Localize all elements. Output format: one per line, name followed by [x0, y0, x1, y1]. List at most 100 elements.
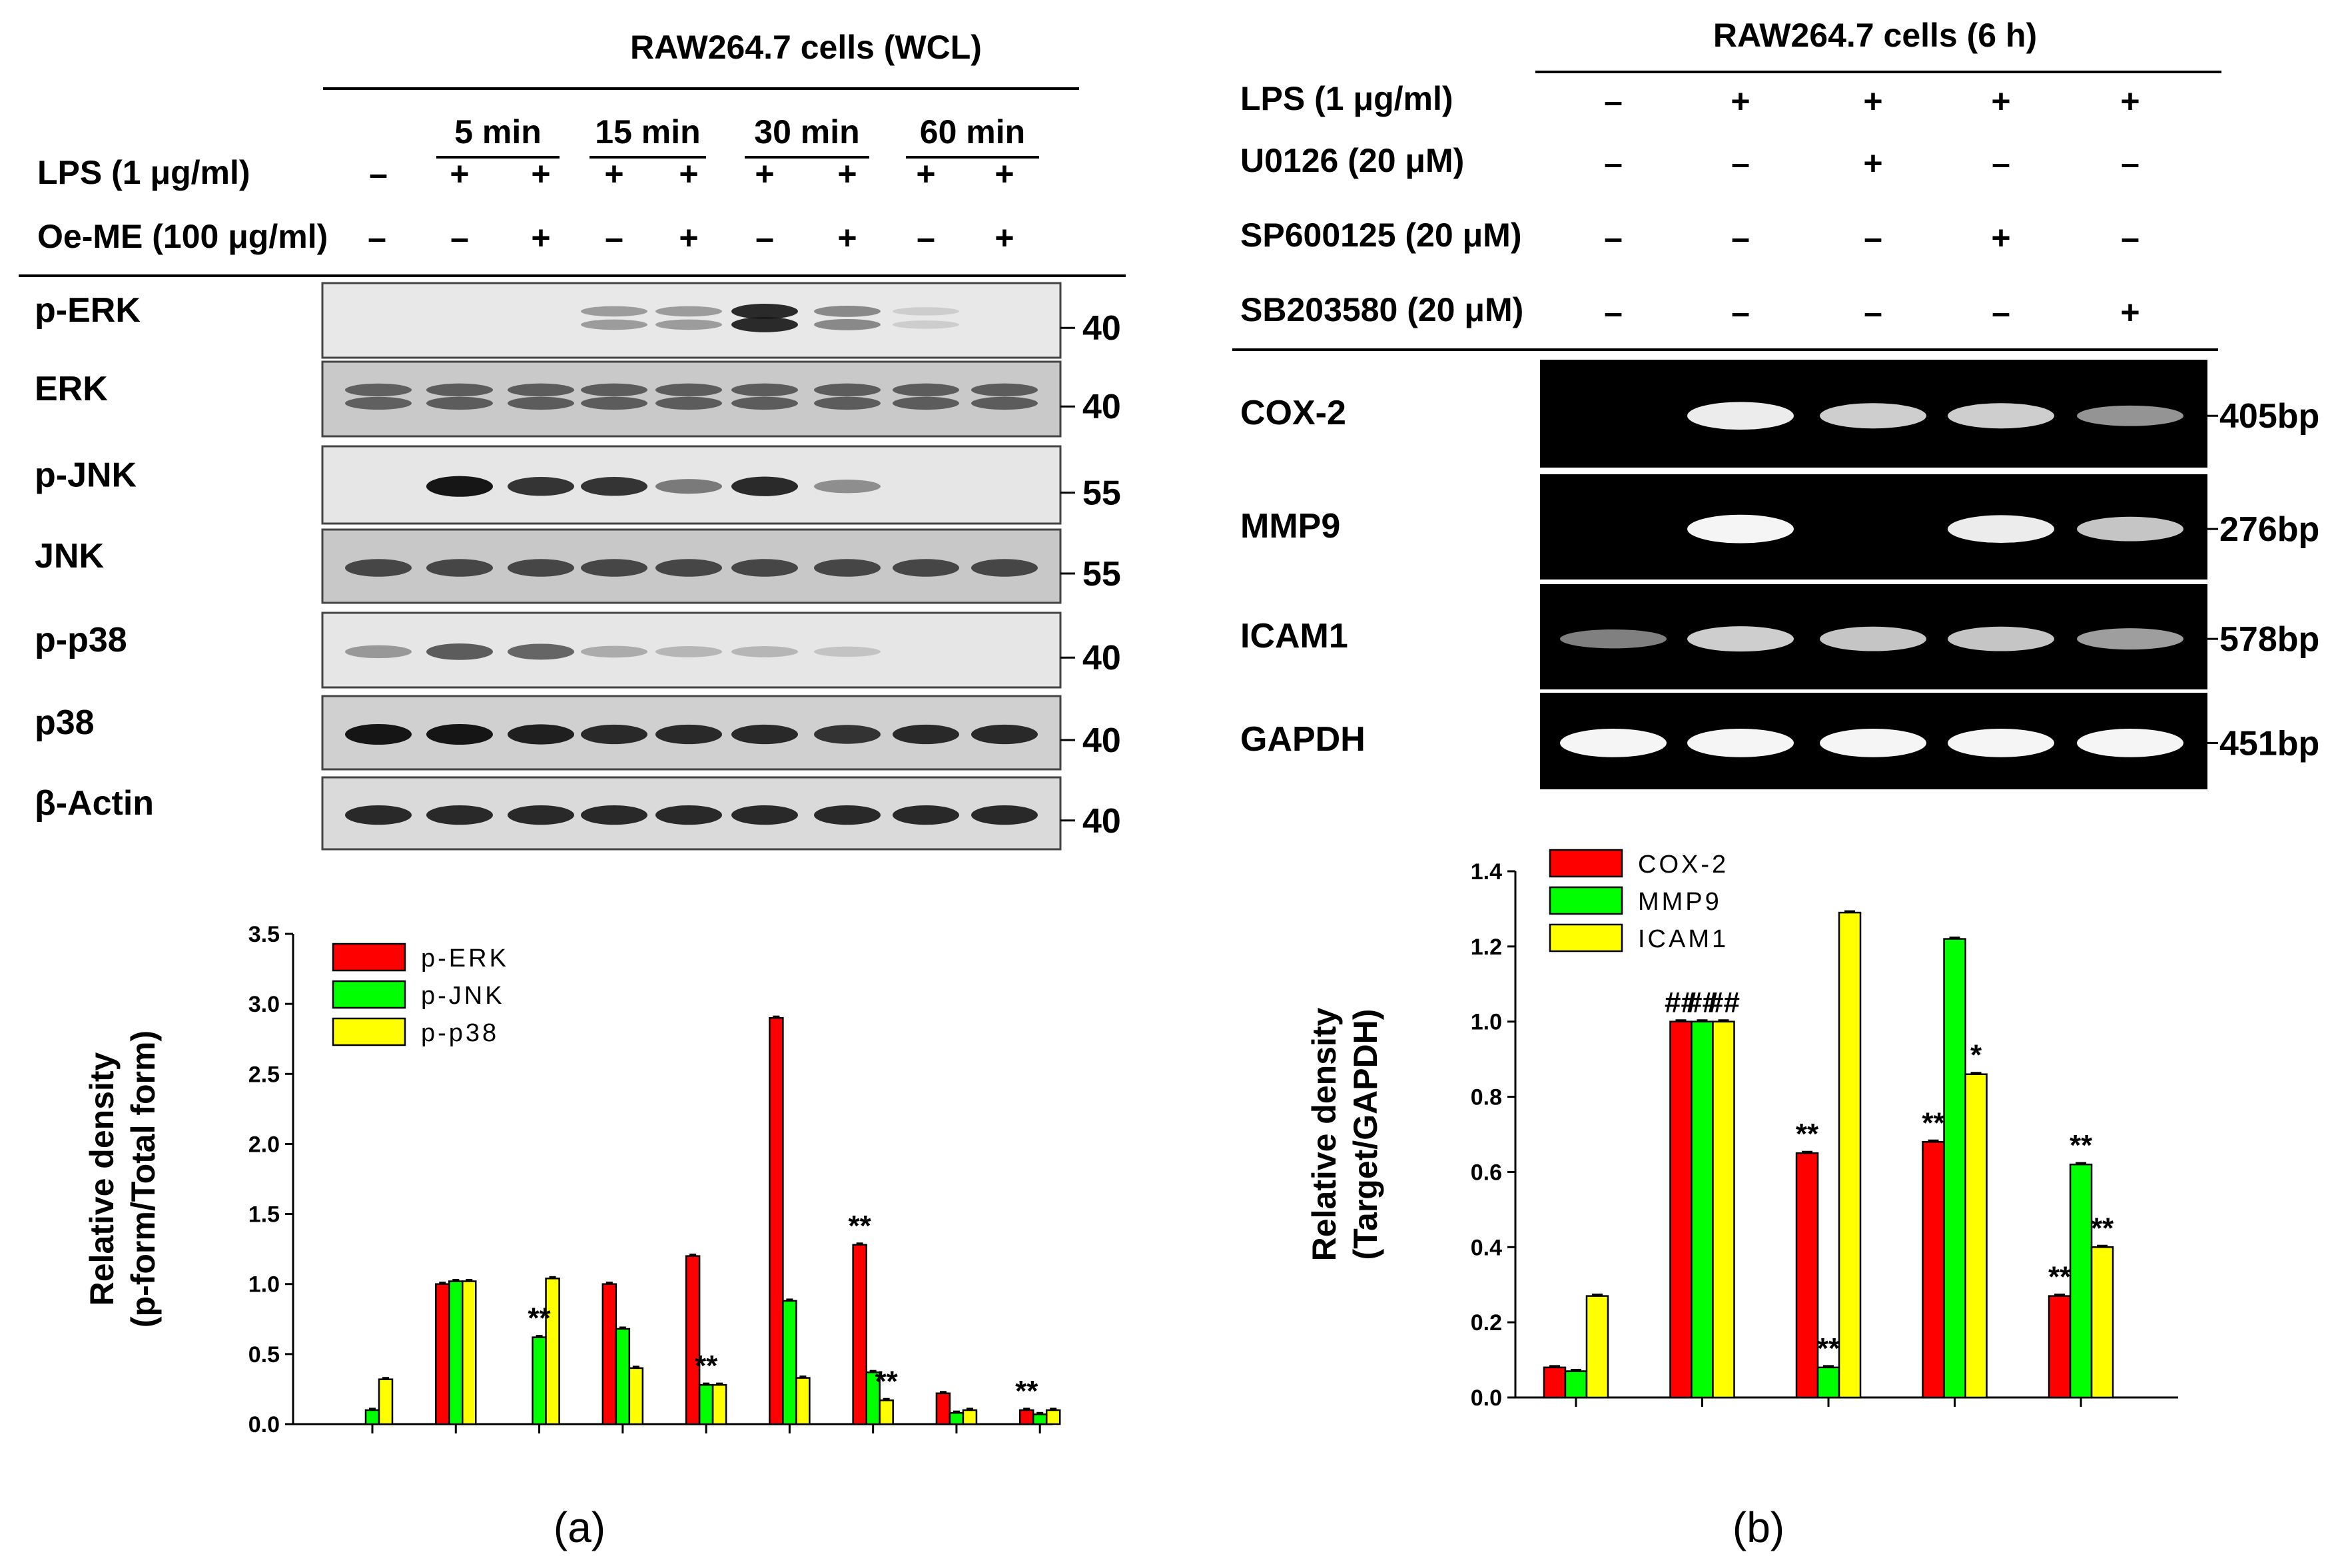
bar-cox-2: [1669, 1020, 1693, 1399]
legend-swatch: [332, 943, 406, 972]
treatment-label: LPS (1 μg/ml): [1240, 80, 1453, 117]
blot-band: [345, 559, 412, 577]
blot-band: [508, 724, 574, 745]
treatment-sign: +: [837, 219, 857, 256]
blot-label: p-JNK: [35, 456, 137, 494]
blot-band: [731, 646, 798, 657]
treatment-sign: +: [1991, 219, 2010, 256]
blot-band: [655, 724, 722, 745]
gel-band: [2077, 405, 2183, 426]
mw-label: 40: [1082, 388, 1121, 426]
blot-band: [731, 559, 798, 577]
blot-band: [814, 396, 881, 410]
time-label: 15 min: [595, 113, 700, 151]
blot-band: [814, 306, 881, 317]
treatment-sign: –: [755, 219, 774, 256]
bar-p-jnk: [448, 1280, 464, 1425]
bar-mmp9: [1816, 1366, 1840, 1399]
treatment-sign: +: [679, 219, 698, 256]
bar-p-p38: [545, 1278, 560, 1425]
blot-band: [426, 805, 493, 825]
bar-p-jnk: [698, 1383, 714, 1425]
gel-band: [1560, 729, 1667, 757]
bar-p-erk: [601, 1283, 617, 1425]
bar-p-p38: [962, 1409, 978, 1425]
bar-p-jnk: [615, 1328, 631, 1425]
blot-band: [581, 396, 647, 410]
bar-icam1: [1964, 1073, 1988, 1399]
y-tick-label: 2.5: [248, 1062, 280, 1087]
bar-p-jnk: [364, 1409, 380, 1425]
blot-band: [655, 479, 722, 494]
size-label: 578bp: [2219, 620, 2319, 659]
gel-band: [1820, 626, 1926, 651]
blot-label: β-Actin: [35, 784, 154, 823]
treatment-sign: +: [604, 155, 623, 193]
blot-band: [345, 805, 412, 825]
blot-band: [581, 805, 647, 825]
blot-band: [345, 383, 412, 397]
treatment-sign: –: [1731, 294, 1750, 331]
gel-label: GAPDH: [1240, 720, 1366, 759]
bar-p-erk: [852, 1244, 867, 1425]
chart-a: 0.0 0.5 1.0 1.5 2.0 2.5 3.0 3.5 Relative density…: [83, 922, 1061, 1437]
blot-band: [655, 396, 722, 410]
blot-band: [971, 396, 1038, 410]
treatment-label: Oe-ME (100 μg/ml): [37, 218, 328, 255]
blot-band: [508, 396, 574, 410]
blot-band: [655, 306, 722, 317]
y-tick-label: 0.0: [248, 1412, 280, 1437]
blot-band: [655, 805, 722, 825]
legend-swatch: [1549, 886, 1623, 915]
blot-band: [508, 383, 574, 397]
panel-a-title: RAW264.7 cells (WCL): [630, 29, 982, 66]
blot-label: JNK: [35, 537, 104, 576]
y-tick-label: 1.4: [1471, 859, 1502, 885]
treatment-sign: –: [450, 219, 469, 256]
blot-band: [893, 307, 959, 316]
blot-band: [655, 383, 722, 397]
blot-label: p38: [35, 703, 95, 742]
significance-mark: **: [849, 1210, 872, 1242]
bar-p-p38: [628, 1367, 644, 1425]
bar-p-erk: [435, 1283, 450, 1425]
treatment-sign: –: [1604, 83, 1623, 120]
bar-cox-2: [1922, 1141, 1945, 1399]
size-label: 451bp: [2219, 724, 2319, 763]
time-label: 5 min: [454, 113, 542, 151]
blot-band: [893, 396, 959, 410]
bar-cox-2: [1543, 1366, 1567, 1399]
y-axis-label: Relative density: [83, 1052, 121, 1306]
bar-p-jnk: [865, 1371, 881, 1425]
gel-label: ICAM1: [1240, 617, 1348, 655]
treatment-sign: +: [531, 155, 550, 193]
blot-band: [893, 320, 959, 329]
mw-label: 40: [1082, 802, 1121, 841]
bar-cox-2: [1795, 1152, 1819, 1399]
significance-mark: **: [695, 1350, 718, 1382]
y-axis-label: Relative density: [1306, 1007, 1343, 1261]
treatment-sign: –: [1992, 294, 2010, 331]
treatment-sign: –: [917, 219, 935, 256]
panel-a-western-blots: p-ERK 40 ERK 40 p-JNK 55 JNK 55 p-p38 40 p38 40 β-Ac…: [35, 282, 1121, 851]
legend-label: COX-2: [1638, 851, 1729, 879]
gel-band: [1948, 729, 2054, 757]
bar-p-p38: [378, 1378, 394, 1425]
bar-p-erk: [935, 1392, 951, 1425]
significance-mark: **: [1817, 1332, 1840, 1365]
treatment-sign: –: [605, 219, 623, 256]
legend-label: p-ERK: [421, 945, 509, 973]
gel-band: [1687, 402, 1794, 430]
blot-band: [345, 645, 412, 659]
treatment-sign: +: [1731, 83, 1750, 120]
y-axis-label: (Target/GAPDH): [1347, 1009, 1384, 1260]
blot-band: [426, 476, 493, 497]
treatment-sign: –: [1604, 145, 1623, 182]
gel-band: [2077, 729, 2183, 757]
significance-mark: **: [528, 1302, 551, 1335]
blot-band: [814, 646, 881, 657]
treatment-sign: +: [531, 219, 550, 256]
treatment-label: U0126 (20 μM): [1240, 142, 1464, 179]
blot-band: [581, 306, 647, 317]
y-tick-label: 0.0: [1471, 1385, 1502, 1411]
